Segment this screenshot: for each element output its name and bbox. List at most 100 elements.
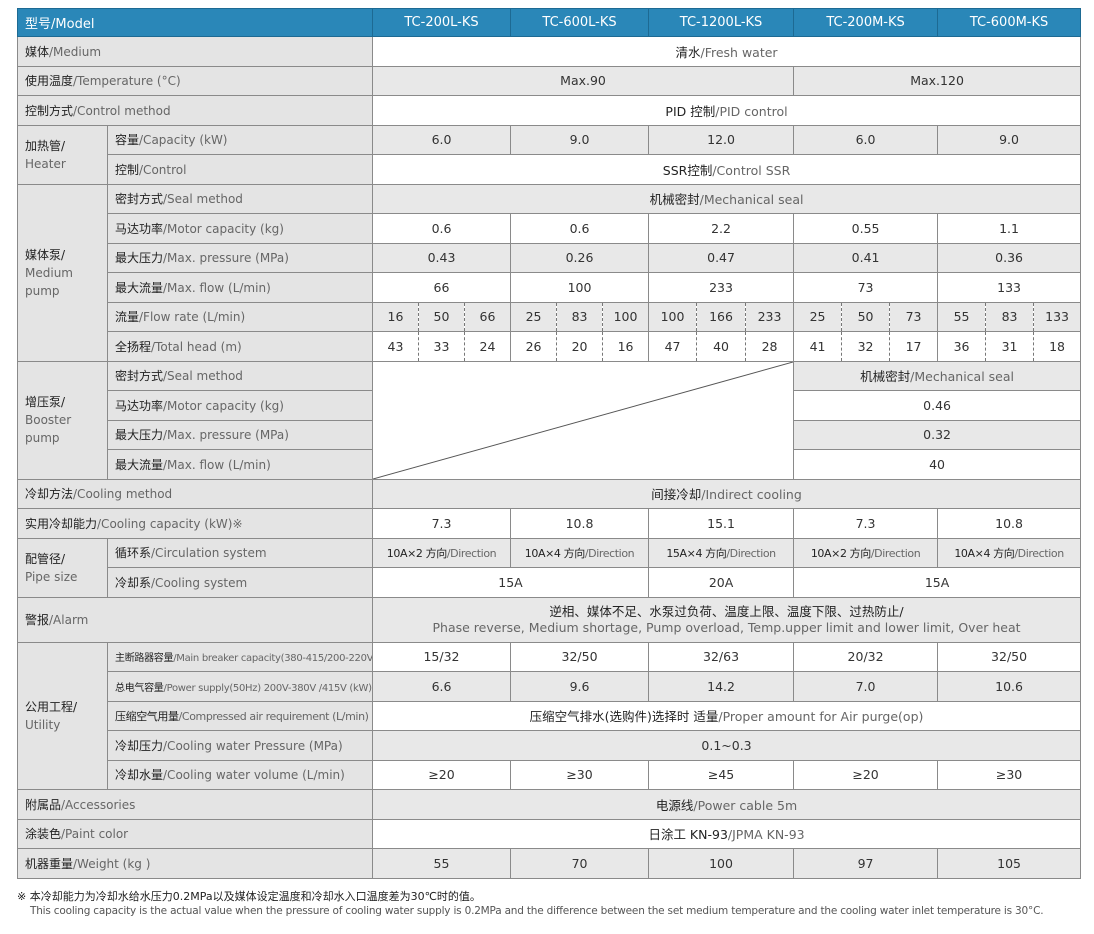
row-label-cn: 冷却方法 (25, 487, 74, 502)
value-cell: 32/63 (648, 641, 795, 672)
value-cell: 43 (372, 331, 419, 362)
value-cell: 100 (510, 272, 650, 303)
value-cell: 2.2 (648, 213, 795, 244)
row-label: 实用冷却能力/Cooling capacity (kW)※ (17, 508, 373, 539)
row-label-cn: 容量 (115, 133, 140, 148)
table-row: 最大流量/Max. flow (L/min) 66 100 233 73 133 (18, 272, 1082, 303)
row-label-cn: 马达功率 (115, 221, 164, 236)
table-row: 控制/Control SSR控制/Control SSR (18, 154, 1082, 185)
row-label: 冷却压力/Cooling water Pressure (MPa) (107, 730, 373, 761)
value-cell: 机械密封/Mechanical seal (793, 360, 1082, 391)
row-label: 密封方式/Seal method (107, 360, 373, 391)
header-row: 型号/Model TC-200L-KS TC-600L-KS TC-1200L-KS T… (17, 8, 1082, 37)
value-cell: 47 (648, 331, 698, 362)
table-row: 最大压力/Max. pressure (MPa) 0.43 0.26 0.47 0.41… (18, 242, 1082, 273)
row-label-en: /Medium (49, 44, 102, 59)
value-cell: 0.6 (371, 213, 512, 244)
row-label-cn: 实用冷却能力 (25, 516, 98, 531)
table-row: 总电气容量/Power supply(50Hz) 200V-380V /415V… (18, 671, 1082, 702)
row-group-label: 公用工程/Utility (17, 641, 108, 790)
value-en: /Mechanical seal (699, 192, 804, 208)
row-label-en: /Alarm (49, 613, 89, 627)
value-cell: 14.2 (648, 671, 795, 702)
value-cell: 133 (1033, 301, 1082, 332)
value-cell: 6.0 (371, 124, 512, 155)
row-label-cn: 涂装色 (25, 827, 62, 842)
row-label-en: /Motor capacity (kg) (163, 221, 284, 236)
value-cell: 50 (841, 301, 891, 332)
row-label-cn: 最大流量 (115, 457, 164, 472)
table-row: 实用冷却能力/Cooling capacity (kW)※ 7.3 10.8 15.1… (17, 508, 1082, 539)
row-label-cn: 冷却系 (115, 575, 152, 590)
value-cn: 压缩空气排水(选购件)选择时 适量 (529, 709, 719, 725)
table-row: 附属品/Accessories 电源线/Power cable 5m (17, 789, 1082, 820)
value-en: /Direction (584, 546, 635, 560)
value-cell: 25 (510, 301, 558, 332)
row-label-en: /Seal method (163, 192, 243, 207)
value-cn: 机械密封 (860, 369, 911, 385)
row-group-label: 媒体泵/Medium pump (17, 183, 108, 362)
value-cell: 32/50 (937, 641, 1082, 672)
row-label-cn: 附属品 (25, 797, 62, 812)
value-en: /Direction (870, 546, 921, 560)
table-row: 冷却系/Cooling system 15A 20A 15A (18, 567, 1082, 598)
value-cell: 0.43 (371, 242, 512, 273)
row-label-en: /Motor capacity (kg) (163, 398, 284, 413)
row-label-cn: 马达功率 (115, 398, 164, 413)
group-label-en: Medium pump (25, 265, 73, 298)
value-cell: 55 (371, 848, 512, 879)
footnote-en: This cooling capacity is the actual valu… (30, 905, 1044, 917)
value-cell: 233 (745, 301, 795, 332)
row-label-cn: 冷却压力 (115, 738, 164, 753)
table-row: 冷却压力/Cooling water Pressure (MPa) 0.1~0.3 (18, 730, 1082, 761)
value-cell: 28 (745, 331, 795, 362)
value-cn: 清水 (675, 44, 701, 60)
value-cn: 日涂工 KN-93 (648, 827, 728, 843)
row-label-en: /Accessories (61, 797, 136, 812)
value-cell: 16 (602, 331, 650, 362)
row-label-en: /Cooling system (151, 575, 248, 590)
value-cell: 日涂工 KN-93/JPMA KN-93 (371, 818, 1082, 849)
value-cell: 10A×4 方向/Direction (937, 537, 1082, 568)
value-cn: 10A×4 方向 (524, 546, 585, 560)
table-row: 压缩空气用量/Compressed air requirement (L/min… (18, 700, 1082, 731)
value-en: /Fresh water (700, 44, 778, 60)
value-cell: 40 (793, 449, 1082, 480)
model-header: TC-200M-KS (793, 8, 939, 37)
value-cell: 9.6 (510, 671, 650, 702)
row-label: 冷却系/Cooling system (107, 567, 373, 598)
value-en: /Mechanical seal (910, 369, 1014, 385)
group-label-cn: 加热管/ (25, 138, 66, 153)
row-label-en: /Max. pressure (MPa) (163, 428, 289, 443)
row-label-cn: 流量 (115, 310, 140, 325)
value-cell: 清水/Fresh water (371, 36, 1082, 67)
group-label-en: Heater (25, 156, 66, 171)
table-row: 警报/Alarm 逆相、媒体不足、水泵过负荷、温度上限、温度下限、过热防止/Pha… (17, 596, 1082, 643)
value-cell: 电源线/Power cable 5m (371, 789, 1082, 820)
value-cn: 10A×4 方向 (954, 546, 1015, 560)
row-label: 马达功率/Motor capacity (kg) (107, 213, 373, 244)
row-label: 冷却水量/Cooling water volume (L/min) (107, 759, 373, 790)
value-cell: 6.0 (793, 124, 939, 155)
value-cell: 70 (510, 848, 650, 879)
value-cell: 97 (793, 848, 939, 879)
value-en: /Proper amount for Air purge(op) (718, 709, 924, 725)
value-cell: 20 (556, 331, 604, 362)
table-row: 媒体泵/Medium pump 密封方式/Seal method 机械密封/Mech… (17, 183, 1082, 362)
value-cell: 0.47 (648, 242, 795, 273)
value-cell: 33 (418, 331, 465, 362)
value-cn: 机械密封 (649, 192, 700, 208)
value-cell: 15A (793, 567, 1082, 598)
value-cell: 10.8 (937, 508, 1082, 539)
value-cell: 32 (841, 331, 891, 362)
value-cell: 83 (556, 301, 604, 332)
row-group-label: 配管径/Pipe size (17, 537, 108, 598)
table-row: 冷却方法/Cooling method 间接冷却/Indirect cooling (17, 478, 1082, 509)
row-label-cn: 最大流量 (115, 280, 164, 295)
row-label-en: /Cooling water volume (L/min) (163, 768, 345, 783)
row-label: 循环系/Circulation system (107, 537, 373, 568)
value-cell: ≥45 (648, 759, 795, 790)
table-row: 使用温度/Temperature (°C) Max.90 Max.120 (17, 65, 1082, 96)
row-group-label: 加热管/Heater (17, 124, 108, 185)
value-cell: 10A×4 方向/Direction (510, 537, 650, 568)
